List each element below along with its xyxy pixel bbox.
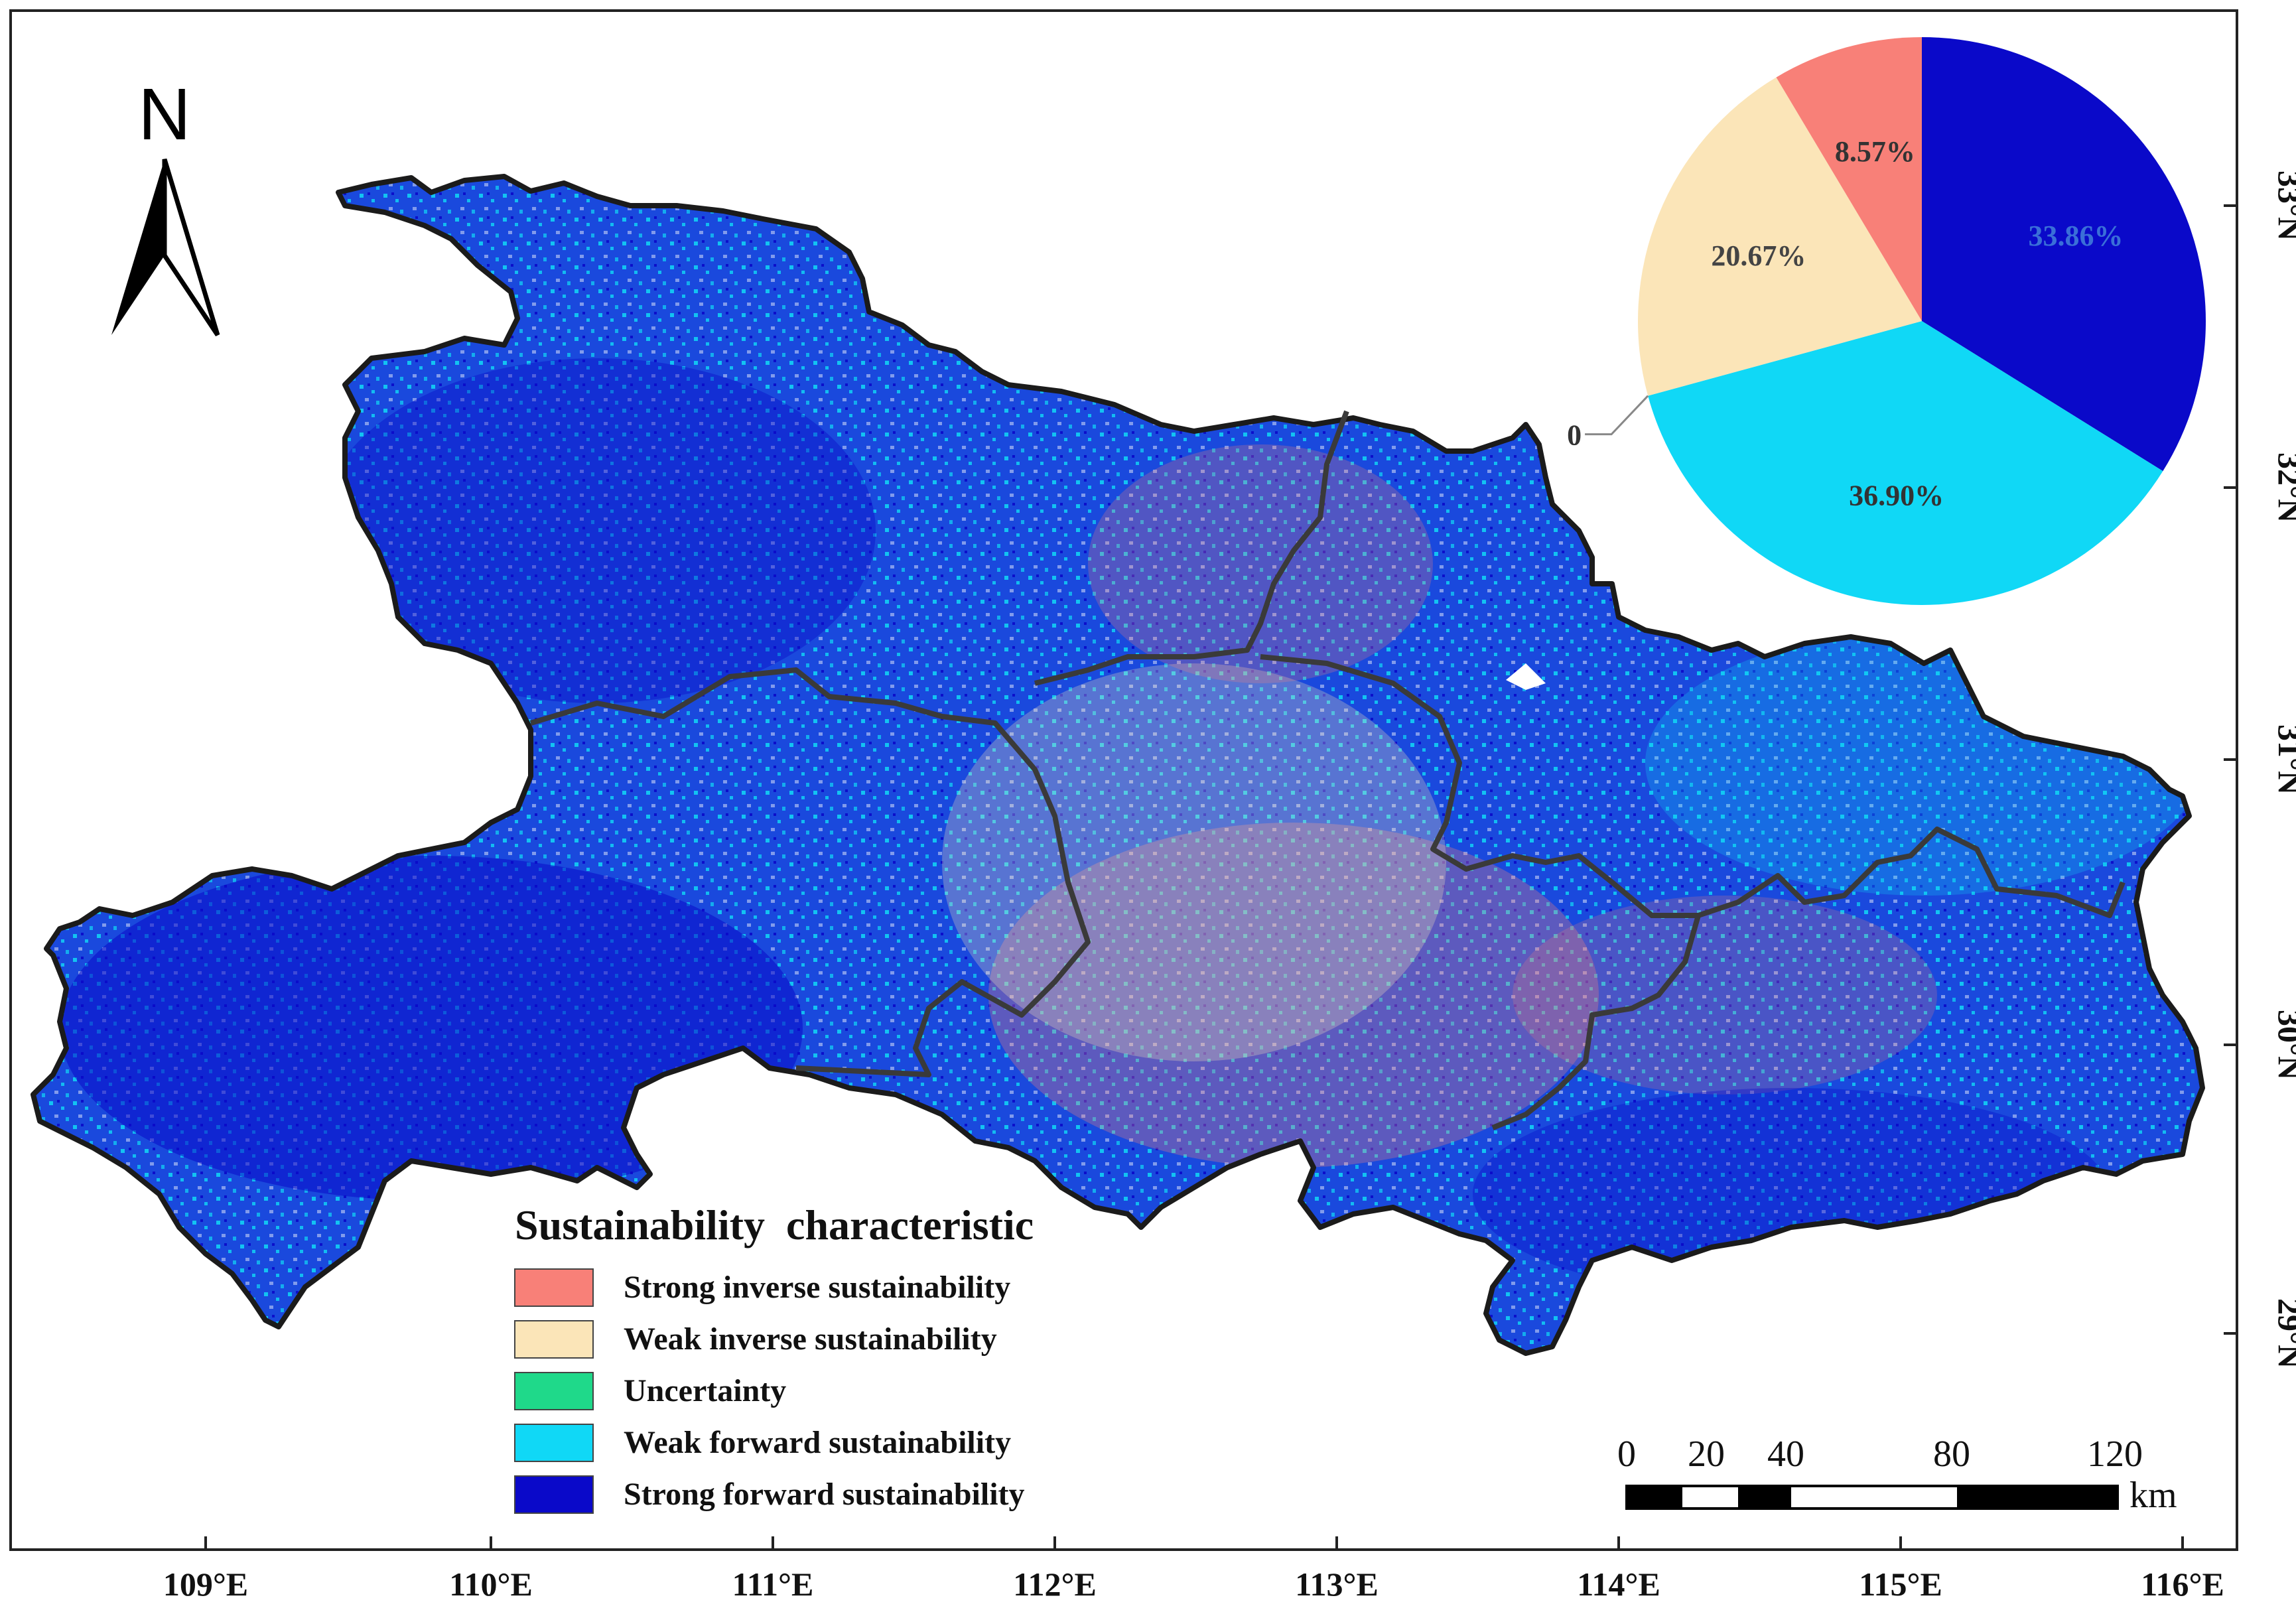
y-tick-label: 32°N	[2271, 452, 2296, 523]
north-arrow: N	[111, 74, 220, 336]
legend-item-label: Uncertainty	[624, 1373, 786, 1408]
legend-title: Sustainability characteristic	[515, 1201, 1034, 1248]
scale-bar-unit: km	[2129, 1475, 2177, 1516]
scale-bar-tick-label: 40	[1767, 1434, 1804, 1475]
x-tick-label: 114°E	[1577, 1566, 1660, 1603]
scale-bar-segment	[1957, 1486, 2118, 1509]
legend: Sustainability characteristic Strong inv…	[514, 1201, 1034, 1514]
legend-swatch	[514, 1268, 594, 1307]
pie-slice	[1648, 321, 2163, 605]
x-tick-label: 112°E	[1013, 1566, 1097, 1603]
pie-slice-label: 33.86%	[2028, 220, 2123, 252]
x-tick-label: 111°E	[732, 1566, 814, 1603]
pie-leader-line	[1585, 395, 1649, 436]
x-tick-label: 115°E	[1859, 1566, 1942, 1603]
scale-bar-tick-label: 0	[1617, 1434, 1636, 1475]
pie-slice-label: 36.90%	[1849, 480, 1944, 512]
y-tick-label: 33°N	[2271, 170, 2296, 241]
legend-item-label: Strong forward sustainability	[624, 1477, 1025, 1512]
north-arrow-label: N	[138, 74, 190, 155]
scale-bar-tick-label: 80	[1933, 1434, 1970, 1475]
y-tick-label: 31°N	[2271, 724, 2296, 795]
pie-slice-label: 20.67%	[1711, 239, 1806, 272]
legend-swatch	[514, 1424, 594, 1462]
legend-swatch	[514, 1320, 594, 1359]
region-strong-forward-nw	[318, 358, 876, 703]
pie-slice	[1776, 37, 1922, 321]
legend-item-label: Weak forward sustainability	[624, 1425, 1011, 1460]
scale-bar-tick-label: 20	[1688, 1434, 1725, 1475]
y-tick-label: 29°N	[2271, 1298, 2296, 1369]
legend-swatch	[514, 1372, 594, 1410]
north-arrow-left-half	[111, 159, 165, 335]
pie-slice	[1922, 37, 2206, 472]
scale-bar-segment	[1738, 1486, 1791, 1509]
legend-swatch	[514, 1475, 594, 1514]
region-inverse-center	[988, 823, 1599, 1168]
longitude-axis: 109°E 110°E 111°E 112°E 113°E 114°E 115°E 116°E	[163, 1536, 2224, 1603]
scale-bar-segment	[1627, 1486, 1682, 1509]
latitude-axis: 29°N 30°N 31°N 32°N 33°N	[2224, 170, 2296, 1369]
internal-boundary-center	[1260, 654, 2126, 918]
pie-slice-label: 8.57%	[1835, 135, 1915, 168]
internal-boundary-west	[529, 667, 1091, 1077]
pie-slice	[1638, 77, 1922, 396]
north-arrow-right-half	[162, 158, 220, 336]
region-inverse-east	[1513, 896, 1937, 1095]
y-tick-label: 30°N	[2271, 1010, 2296, 1080]
x-tick-label: 109°E	[163, 1566, 248, 1603]
internal-boundary-north	[1034, 410, 1349, 686]
internal-boundary-south	[1491, 914, 1701, 1130]
x-tick-label: 110°E	[449, 1566, 533, 1603]
lake-white-spot	[1506, 663, 1546, 690]
region-weak-inverse-center	[942, 663, 1446, 1061]
legend-item-label: Strong inverse sustainability	[624, 1270, 1010, 1305]
scale-bar-tick-label: 120	[2087, 1434, 2143, 1475]
x-tick-label: 113°E	[1295, 1566, 1379, 1603]
region-strong-forward-west	[60, 856, 803, 1201]
region-inverse-north	[1088, 444, 1433, 683]
x-tick-label: 116°E	[2141, 1566, 2224, 1603]
pie-chart: 33.86% 36.90% 0 20.67% 8.57%	[1567, 37, 2206, 605]
province-boundary	[31, 174, 2205, 1356]
pie-slice-label: 0	[1567, 419, 1582, 452]
legend-item-label: Weak inverse sustainability	[624, 1321, 997, 1357]
